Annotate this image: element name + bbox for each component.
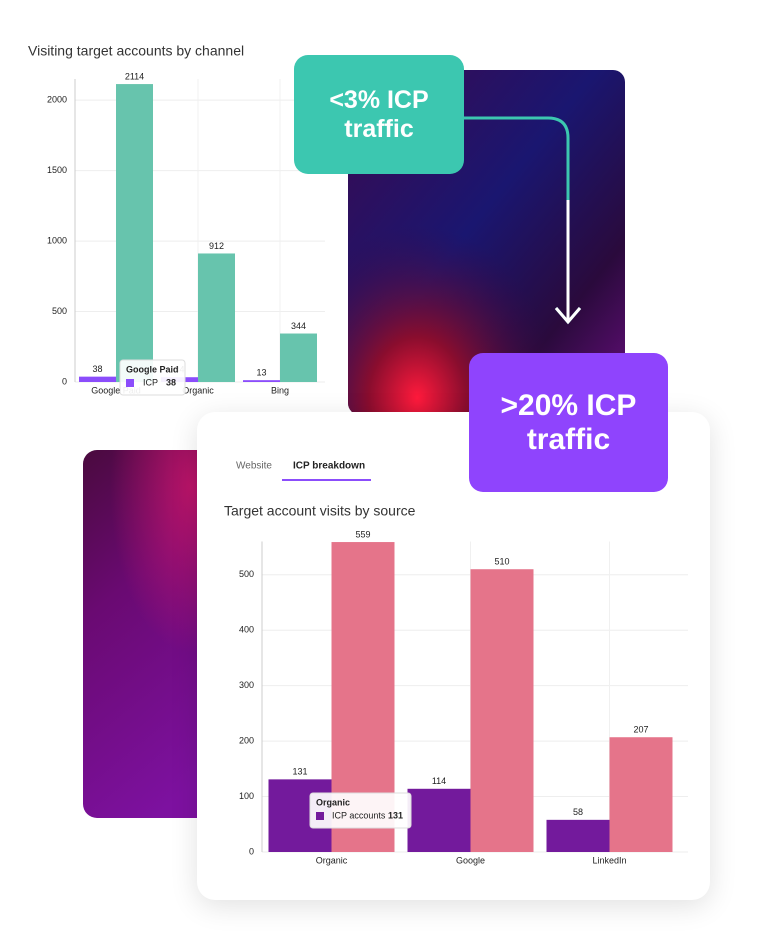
- x-tick-label: Organic: [316, 855, 348, 865]
- data-label: 207: [633, 725, 648, 735]
- tooltip: Organic ICP accounts 131: [309, 792, 412, 829]
- data-label: 2114: [125, 71, 144, 81]
- x-tick-label: Organic: [182, 385, 214, 395]
- bar: [280, 333, 317, 382]
- data-label: 13: [256, 368, 266, 378]
- tab-active[interactable]: ICP breakdown: [293, 461, 365, 472]
- y-tick-label: 0: [62, 376, 67, 386]
- chart-title: Target account visits by source: [224, 503, 416, 519]
- x-tick-label: Google: [456, 855, 485, 865]
- tooltip-swatch: [126, 379, 134, 387]
- y-tick-label: 400: [239, 625, 254, 635]
- tooltip-label: ICP: [143, 377, 158, 387]
- y-tick-label: 200: [239, 735, 254, 745]
- y-tick-label: 300: [239, 680, 254, 690]
- bar: [407, 788, 471, 852]
- data-label: 344: [291, 321, 306, 331]
- x-tick-label: Bing: [271, 385, 289, 395]
- tooltip-swatch: [316, 812, 324, 820]
- tooltip-value: 38: [166, 377, 176, 387]
- y-tick-label: 100: [239, 791, 254, 801]
- tooltip-box: [119, 359, 186, 396]
- tooltip-title: Google Paid: [126, 364, 179, 374]
- bar: [609, 737, 673, 852]
- y-tick-label: 2000: [47, 95, 67, 105]
- tooltip-title: Organic: [316, 797, 350, 807]
- y-tick-label: 500: [52, 306, 67, 316]
- x-tick-label: Google Paid: [91, 385, 141, 395]
- chart-title: Visiting target accounts by channel: [28, 43, 244, 59]
- y-tick-label: 500: [239, 569, 254, 579]
- tooltip-box: [309, 792, 412, 829]
- bar: [243, 380, 280, 382]
- data-label: 559: [355, 529, 370, 539]
- y-tick-label: 1000: [47, 235, 67, 245]
- y-tick-label: 1500: [47, 165, 67, 175]
- tooltip-value: 131: [388, 810, 403, 820]
- bar: [116, 84, 153, 382]
- x-tick-label: LinkedIn: [592, 855, 626, 865]
- data-label: 510: [494, 557, 509, 567]
- tab[interactable]: Website: [236, 461, 272, 472]
- tooltip: Google Paid ICP 38: [119, 359, 186, 396]
- bar: [79, 376, 116, 382]
- data-label: 58: [573, 807, 583, 817]
- data-label: 912: [209, 241, 224, 251]
- tab-underline: [282, 479, 371, 481]
- arrow-tip: [554, 200, 582, 325]
- y-tick-label: 0: [249, 846, 254, 856]
- bar: [546, 819, 610, 852]
- callout: <3% ICP traffic: [294, 55, 464, 174]
- bar: [198, 253, 235, 382]
- bar: [470, 569, 534, 852]
- data-label: 131: [292, 767, 307, 777]
- data-label: 114: [432, 776, 446, 786]
- data-label: 38: [92, 364, 102, 374]
- tooltip-label: ICP accounts: [332, 810, 386, 820]
- callout: >20% ICP traffic: [469, 353, 668, 492]
